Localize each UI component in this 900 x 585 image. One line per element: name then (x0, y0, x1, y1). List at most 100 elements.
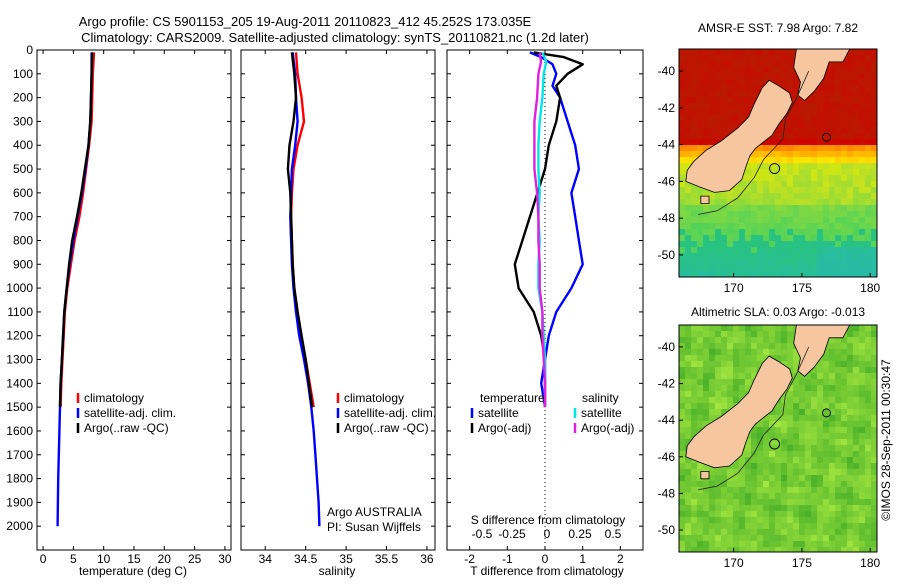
map-cell (841, 175, 848, 182)
map-cell (859, 145, 866, 152)
map-cell (871, 115, 877, 122)
map-cell (763, 169, 770, 176)
map-cell (799, 121, 806, 128)
map-cell (763, 499, 770, 506)
map-cell (781, 391, 788, 398)
map-cell (805, 259, 812, 266)
map-cell (793, 463, 800, 470)
x-tick-label: 34.5 (294, 552, 318, 566)
map-cell (847, 343, 854, 350)
map-cell (811, 181, 818, 188)
map-cell (829, 505, 836, 512)
map-cell (853, 415, 860, 422)
map-cell (697, 475, 704, 482)
map-cell (829, 427, 836, 434)
map-cell (799, 469, 806, 476)
map-cell (811, 445, 818, 452)
s-difference-axis-label: S difference from climatology (471, 513, 626, 527)
map-cell (859, 223, 866, 230)
map-cell (769, 499, 776, 506)
map-cell (817, 253, 824, 260)
map-cell (859, 79, 866, 86)
map-cell (775, 409, 782, 416)
map-cell (763, 541, 770, 548)
map-cell (847, 517, 854, 524)
map-cell (721, 373, 728, 380)
map-cell (703, 355, 710, 362)
map-cell (835, 499, 842, 506)
map-cell (751, 73, 758, 80)
map-cell (811, 163, 818, 170)
map-cell (799, 259, 806, 266)
map-cell (805, 439, 812, 446)
map-cell (739, 211, 746, 218)
map-cell (769, 493, 776, 500)
map-cell (847, 475, 854, 482)
map-cell (847, 247, 854, 254)
map-cell (721, 355, 728, 362)
map-cell (829, 253, 836, 260)
map-cell (823, 73, 830, 80)
map-cell (847, 163, 854, 170)
series-line-temperature-argo-adj- (513, 51, 584, 408)
map-cell (853, 175, 860, 182)
map-cell (745, 193, 752, 200)
map-cell (751, 49, 758, 56)
map-cell (859, 337, 866, 344)
map-cell (709, 217, 716, 224)
map-cell (841, 145, 848, 152)
map-cell (751, 217, 758, 224)
map-cell (721, 61, 728, 68)
map-cell (805, 397, 812, 404)
map-cell (847, 409, 854, 416)
map-cell (817, 547, 824, 552)
map-cell (733, 529, 740, 536)
map-cell (775, 541, 782, 548)
map-cell (787, 337, 794, 344)
map-cell (835, 175, 842, 182)
figure-title-line1: Argo profile: CS 5901153_205 19-Aug-2011… (79, 14, 532, 29)
map-cell (799, 379, 806, 386)
map-cell (769, 235, 776, 242)
map-cell (835, 349, 842, 356)
map-cell (697, 325, 704, 332)
map-cell (715, 211, 722, 218)
map-cell (757, 463, 764, 470)
sst-map-title: AMSR-E SST: 7.98 Argo: 7.82 (698, 21, 858, 35)
map-cell (745, 163, 752, 170)
map-cell (871, 325, 877, 332)
map-cell (691, 55, 698, 62)
map-cell (697, 229, 704, 236)
map-cell (793, 523, 800, 530)
map-cell (823, 145, 830, 152)
map-cell (799, 409, 806, 416)
map-cell (757, 175, 764, 182)
map-cell (757, 487, 764, 494)
map-cell (691, 109, 698, 116)
map-cell (685, 373, 692, 380)
map-cell (739, 337, 746, 344)
map-cell (817, 469, 824, 476)
map-cell (841, 217, 848, 224)
map-cell (871, 169, 877, 176)
map-cell (769, 475, 776, 482)
map-cell (775, 193, 782, 200)
map-cell (775, 487, 782, 494)
map-cell (823, 547, 830, 552)
map-cell (727, 109, 734, 116)
map-cell (871, 427, 877, 434)
map-cell (835, 523, 842, 530)
map-cell (727, 367, 734, 374)
map-cell (685, 379, 692, 386)
map-cell (841, 409, 848, 416)
map-cell (679, 139, 686, 146)
map-cell (679, 85, 686, 92)
depth-tick-label: 400 (13, 138, 33, 152)
map-cell (709, 61, 716, 68)
map-cell (721, 241, 728, 248)
map-cell (745, 169, 752, 176)
map-cell (691, 85, 698, 92)
map-cell (763, 355, 770, 362)
map-cell (691, 343, 698, 350)
map-cell (817, 91, 824, 98)
